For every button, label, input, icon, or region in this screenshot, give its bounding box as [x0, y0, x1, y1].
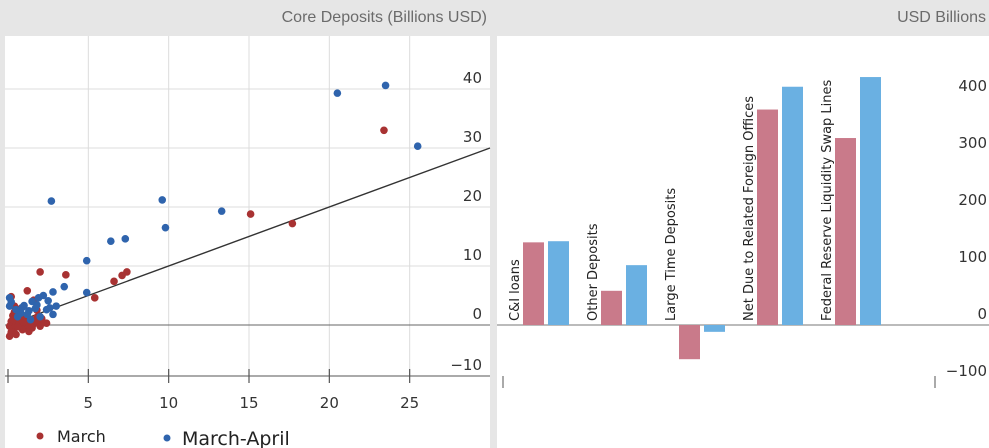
scatter-point-march-april	[107, 237, 115, 246]
scatter-point-march	[110, 277, 118, 286]
scatter-point-march-april	[161, 223, 170, 232]
scatter-point-march-april	[413, 142, 422, 151]
scatter-panel: Core Deposits (Billions USD) 5 10 15 20 25 −1…	[0, 0, 492, 448]
bar-category-label: Large Time Deposits	[664, 188, 679, 321]
bar-category-label: Net Due to Related Foreign Offices	[742, 96, 757, 321]
scatter-point-march-april	[82, 288, 91, 297]
x-tick-label: 15	[239, 394, 258, 412]
scatter-point-march-april	[49, 310, 57, 319]
bar-category-label: Other Deposits	[586, 223, 601, 321]
bar	[601, 290, 622, 325]
scatter-point-march	[118, 271, 126, 280]
y-tick-label: 0	[977, 305, 987, 323]
y-tick-label: 200	[958, 191, 987, 209]
bar	[523, 242, 544, 325]
scatter-point-march-april	[36, 312, 44, 321]
scatter-point-march	[90, 294, 99, 302]
x-tick-label: 25	[400, 394, 419, 412]
bar	[548, 241, 569, 325]
x-tick-label: 10	[159, 394, 178, 412]
scatter-point-march-april	[26, 315, 35, 324]
y-tick-label: 10	[463, 246, 482, 264]
scatter-point-march-april	[82, 256, 91, 265]
legend-march-marker	[36, 432, 44, 440]
scatter-point-march-april	[158, 196, 167, 204]
scatter-point-march-april	[121, 235, 130, 243]
y-tick-label: −10	[450, 356, 482, 374]
scatter-point-march	[42, 319, 51, 328]
scatter-point-march-april	[33, 301, 41, 309]
scatter-point-march-april	[12, 305, 20, 314]
x-tick-label: 20	[320, 394, 339, 412]
bar-panel: USD Billions −100 0 100 200 300 400 C&I loans O…	[492, 0, 989, 448]
legend-march-label: March	[57, 427, 106, 446]
bar	[860, 77, 881, 325]
scatter-point-march	[36, 268, 44, 276]
bar	[626, 265, 647, 325]
bar-category-label: C&I loans	[508, 259, 523, 321]
y-tick-label: 20	[463, 187, 482, 205]
scatter-point-march-april	[18, 303, 27, 312]
y-tick-label: 100	[958, 248, 987, 266]
scatter-point-march	[5, 332, 14, 341]
scatter-point-march-april	[217, 207, 226, 215]
y-tick-label: 30	[463, 128, 482, 146]
bar-title: USD Billions	[897, 9, 986, 26]
scatter-point-march	[28, 324, 36, 332]
scatter-point-march-april	[45, 304, 54, 312]
y-tick-label: −100	[946, 362, 987, 380]
bar-chart: −100 0 100 200 300 400 C&I loans Other Deposits…	[497, 77, 989, 388]
bar	[835, 138, 856, 325]
legend-march-april-label: March-April	[182, 428, 290, 448]
scatter-point-march	[246, 210, 255, 218]
x-tick-label: 5	[84, 394, 94, 412]
bar	[757, 109, 778, 325]
scatter-plot-area: 5 10 15 20 25 −10 0 10 20 30 40 March March-April	[5, 36, 491, 448]
scatter-point-march-april	[49, 288, 57, 296]
y-tick-label: 300	[958, 134, 987, 152]
y-tick-label: 400	[958, 77, 987, 95]
scatter-point-march	[13, 322, 22, 331]
scatter-point-march	[380, 126, 388, 135]
bar-category-label: Federal Reserve Liquidity Swap Lines	[820, 79, 835, 321]
scatter-point-march-april	[333, 89, 342, 97]
legend-march-april-marker	[163, 434, 171, 442]
bar	[679, 325, 700, 360]
y-tick-label: 40	[463, 69, 482, 87]
scatter-point-march-april	[44, 297, 52, 305]
scatter-point-march	[62, 271, 70, 279]
scatter-point-march-april	[52, 302, 60, 310]
bar	[782, 86, 803, 325]
bar-plot-area: −100 0 100 200 300 400 C&I loans Other Deposits…	[497, 36, 989, 448]
scatter-point-march	[20, 318, 28, 326]
scatter-point-march	[288, 219, 297, 228]
bar	[704, 325, 725, 332]
y-tick-label: 0	[472, 305, 482, 323]
scatter-point-march	[12, 330, 20, 339]
scatter-point-march	[36, 322, 44, 330]
scatter-point-march-april	[47, 197, 56, 205]
scatter-title: Core Deposits (Billions USD)	[281, 9, 487, 26]
scatter-point-march-april	[60, 282, 69, 291]
scatter-point-march	[23, 286, 32, 295]
scatter-point-march-april	[381, 81, 390, 90]
scatter-chart: 5 10 15 20 25 −10 0 10 20 30 40 March March-April	[5, 36, 491, 448]
scatter-point-march-april	[13, 312, 22, 321]
scatter-point-march-april	[5, 302, 14, 310]
scatter-point-march-april	[34, 294, 43, 302]
